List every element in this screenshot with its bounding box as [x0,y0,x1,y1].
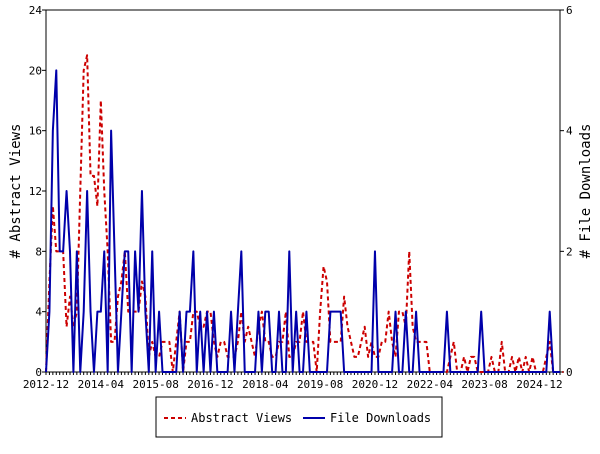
right-y-tick-label: 4 [566,125,573,138]
series-line-file-downloads [45,69,560,373]
right-y-axis-title: # File Downloads [578,124,594,259]
x-tick-label: 2024-12 [516,378,562,391]
left-y-axis-title: # Abstract Views [8,124,24,259]
x-tick-label: 2020-12 [352,378,398,391]
right-y-tick-label: 6 [566,4,573,17]
right-y-tick-label: 2 [566,245,573,258]
x-tick-label: 2023-08 [461,378,507,391]
right-y-axis-ticks: 0 2 4 6 [560,4,573,379]
x-tick-label: 2016-12 [187,378,233,391]
x-tick-label: 2014-04 [78,378,125,391]
left-y-tick-label: 24 [29,4,43,17]
x-tick-label: 2022-04 [407,378,454,391]
x-tick-label: 2012-12 [23,378,69,391]
plot-area [45,9,561,373]
left-y-tick-label: 20 [29,64,42,77]
x-axis-tick-labels: 2012-12 2014-04 2015-08 2016-12 2018-04 2019-… [23,378,563,391]
left-y-tick-label: 8 [35,245,42,258]
legend-label-file-downloads: File Downloads [330,411,431,425]
x-tick-label: 2018-04 [242,378,289,391]
left-y-axis-ticks: 0 4 8 12 16 20 24 [29,4,46,379]
legend-box [155,396,443,438]
series-layer [45,54,564,373]
left-y-tick-label: 12 [29,185,42,198]
legend-label-abstract-views: Abstract Views [191,411,292,425]
x-tick-label: 2015-08 [132,378,178,391]
legend: Abstract Views File Downloads [155,396,443,438]
left-y-tick-label: 0 [35,366,42,379]
right-y-tick-label: 0 [566,366,573,379]
left-y-tick-label: 4 [35,306,42,319]
left-y-tick-label: 16 [29,125,42,138]
x-tick-label: 2019-08 [297,378,343,391]
